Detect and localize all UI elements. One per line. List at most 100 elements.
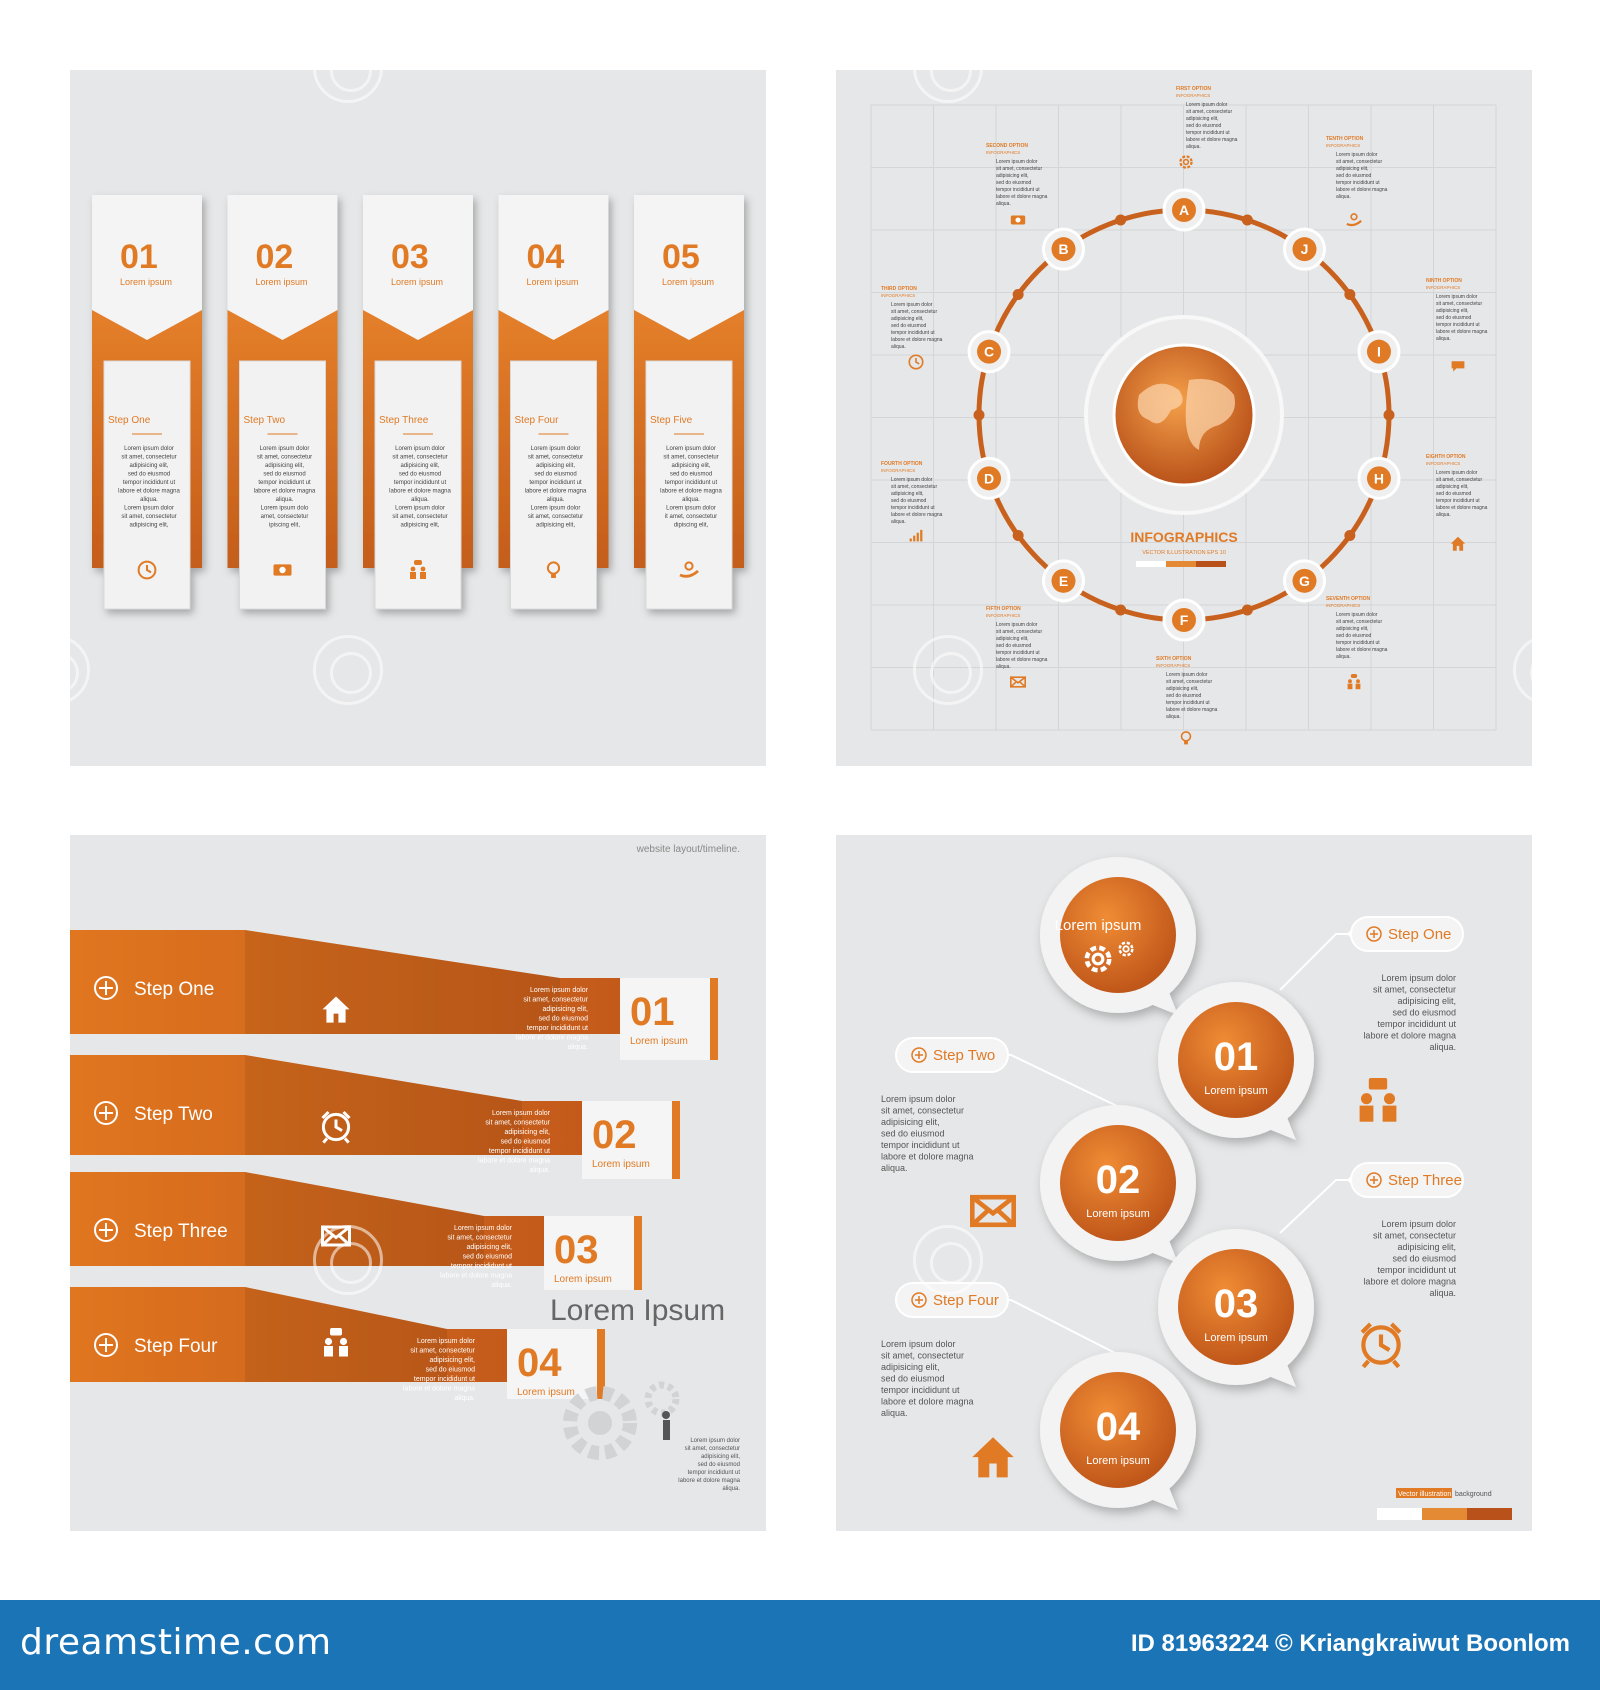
option-body-line: adipisicing elit, xyxy=(1436,484,1469,490)
step-pill xyxy=(1350,916,1464,952)
ribbon-band xyxy=(70,1287,567,1382)
ribbon-body-line: adipisicing elit, xyxy=(542,1006,588,1013)
body-line: Lorem ipsum dolor xyxy=(395,446,445,452)
connector-line xyxy=(1279,1179,1351,1234)
plus-circle-icon xyxy=(94,1101,118,1125)
body-line: aliqua. xyxy=(682,497,700,503)
pill-label: Step Two xyxy=(933,1047,995,1064)
title-body-line: sed do eiusmod xyxy=(698,1462,740,1468)
ribbon-row xyxy=(70,1055,680,1179)
bubble-tail xyxy=(1148,1485,1178,1510)
bubble-number: 01 xyxy=(1214,1035,1259,1079)
option-body-line: tempor incididunt ut xyxy=(996,650,1040,656)
bubble-number: 02 xyxy=(1096,1158,1141,1202)
option-body-line: aliqua. xyxy=(996,201,1011,207)
option-body-line: Lorem ipsum dolor xyxy=(891,477,933,483)
body-line: Lorem ipsum dolor xyxy=(531,446,581,452)
bubble-inner xyxy=(1060,1125,1176,1241)
bubble-inner xyxy=(1178,1249,1294,1365)
body-line: Lorem ipsum dolor xyxy=(124,506,174,512)
body-line: Lorem ipsum dolor xyxy=(260,446,310,452)
connector-line xyxy=(1279,933,1351,991)
option-body-line: adipisicing elit, xyxy=(996,636,1029,642)
title-body-line: adipisicing elit, xyxy=(701,1454,740,1460)
option-subtitle: INFOGRAPHICS xyxy=(1426,461,1460,466)
title-body-line: aliqua. xyxy=(722,1486,740,1492)
brand-text[interactable]: dreamstime.com xyxy=(20,1622,332,1663)
plus-icon xyxy=(1370,1176,1378,1184)
body-line: sit amet, consectetur xyxy=(121,455,176,461)
body-line: sit amet, consectetur xyxy=(257,455,312,461)
ribbon-body-line: sed do eiusmod xyxy=(463,1254,513,1261)
node-circle xyxy=(1172,608,1196,632)
step-number: 03 xyxy=(554,1228,599,1272)
body-line: sed do eiusmod xyxy=(670,472,712,478)
body-line: Lorem ipsum dolor xyxy=(666,446,716,452)
ribbon-fold xyxy=(245,1172,484,1266)
pill-label: Step Four xyxy=(933,1292,999,1309)
bubble-inner xyxy=(1060,1372,1176,1488)
ribbon-body-line: Lorem ipsum dolor xyxy=(530,987,589,994)
option-body-line: sed do eiusmod xyxy=(996,180,1032,186)
ribbon-body-line: aliqua. xyxy=(491,1282,512,1289)
legend-bar xyxy=(1422,1508,1467,1520)
body-line: adipisicing elit, xyxy=(265,463,304,469)
option-body-line: adipisicing elit, xyxy=(891,491,924,497)
people-icon xyxy=(410,560,426,579)
option-body-line: sed do eiusmod xyxy=(1336,173,1372,179)
chat-icon xyxy=(1451,361,1465,372)
option-body-line: aliqua. xyxy=(891,519,906,525)
infographic-title: INFOGRAPHICS xyxy=(1130,529,1237,545)
body-line: aliqua. xyxy=(276,497,294,503)
ribbon-body-line: sed do eiusmod xyxy=(426,1367,476,1374)
pill-body-line: adipisicing elit, xyxy=(1397,1242,1456,1252)
pill-body-line: sit amet, consectetur xyxy=(881,1106,964,1116)
ribbon-body-line: Lorem ipsum dolor xyxy=(454,1225,513,1232)
option-title: TENTH OPTION xyxy=(1326,136,1364,142)
pill-body-line: sed do eiusmod xyxy=(881,1129,945,1139)
ribbon-body-line: tempor incididunt ut xyxy=(489,1148,550,1155)
body-line: labore et dolore magna xyxy=(660,489,722,495)
option-body-line: aliqua. xyxy=(1186,144,1201,150)
step-label: Step Four xyxy=(134,1336,218,1357)
option-body-line: labore et dolore magna xyxy=(1336,647,1388,653)
option-subtitle: INFOGRAPHICS xyxy=(1426,285,1460,290)
step-number: 02 xyxy=(592,1113,637,1157)
home-icon xyxy=(322,996,350,1023)
option-body-line: Lorem ipsum dolor xyxy=(1436,294,1478,300)
pill-body-line: sit amet, consectetur xyxy=(881,1351,964,1361)
step-column xyxy=(363,195,473,610)
column-header xyxy=(363,195,473,340)
plus-icon xyxy=(99,1338,113,1352)
column-header xyxy=(634,195,744,340)
bubble-tail xyxy=(1148,1238,1178,1263)
option-subtitle: INFOGRAPHICS xyxy=(986,150,1020,155)
step-number: 01 xyxy=(120,238,158,276)
ribbon-band xyxy=(70,1055,642,1155)
connector-line xyxy=(996,1299,1120,1356)
body-line: Lorem ipsum dolor xyxy=(531,506,581,512)
lightbulb-icon xyxy=(546,561,561,578)
node-letter: H xyxy=(1374,470,1384,486)
option-body-line: labore et dolore magna xyxy=(1186,137,1238,143)
option-title: FIFTH OPTION xyxy=(986,606,1021,612)
option-title: NINTH OPTION xyxy=(1426,278,1462,284)
pill-body-line: sit amet, consectetur xyxy=(1373,985,1456,995)
step-subtitle: Lorem ipsum xyxy=(120,277,172,287)
bubble-tail xyxy=(1266,1362,1296,1387)
bubble-label: Lorem ipsum xyxy=(1055,917,1142,934)
ribbon-body-line: adipisicing elit, xyxy=(466,1244,512,1251)
body-line: adipisicing elit, xyxy=(671,463,710,469)
title-body-line: sit amet, consectetur xyxy=(685,1446,740,1452)
node-circle xyxy=(977,466,1002,491)
option-body-line: adipisicing elit, xyxy=(1166,686,1199,692)
body-line: adipisicing elit, xyxy=(536,463,575,469)
caption-text: website layout/timeline. xyxy=(636,844,740,855)
node-letter: I xyxy=(1377,344,1381,360)
gear-hub xyxy=(588,1411,612,1435)
step-column xyxy=(634,195,744,610)
node-circle xyxy=(1051,237,1076,262)
number-box xyxy=(544,1216,634,1290)
option-title: FOURTH OPTION xyxy=(881,461,923,467)
